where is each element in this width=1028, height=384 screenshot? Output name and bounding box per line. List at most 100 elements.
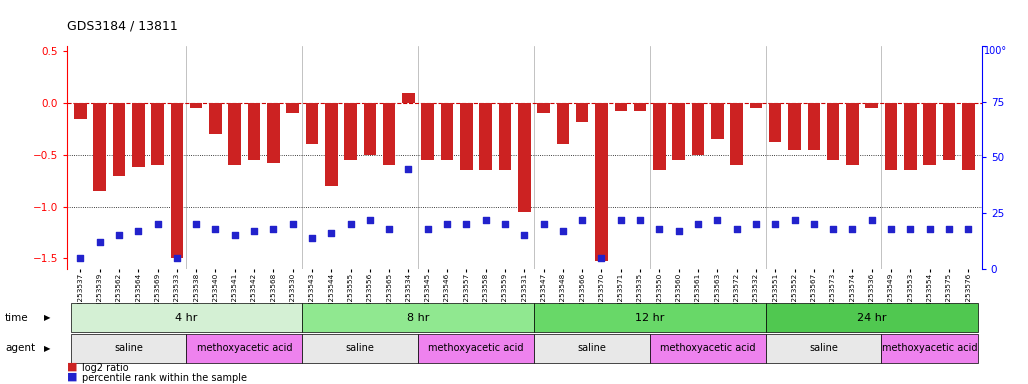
- Bar: [113, 103, 125, 175]
- Point: [111, 232, 127, 238]
- Bar: [749, 103, 762, 108]
- Point: [864, 217, 880, 223]
- Bar: [634, 103, 647, 111]
- Point: [400, 166, 416, 172]
- Point: [458, 221, 475, 227]
- Bar: [151, 103, 163, 165]
- Bar: [344, 103, 357, 160]
- Bar: [881, 334, 978, 363]
- Text: percentile rank within the sample: percentile rank within the sample: [82, 373, 248, 383]
- Bar: [267, 103, 280, 163]
- Bar: [534, 334, 650, 363]
- Bar: [827, 103, 840, 160]
- Bar: [766, 303, 978, 332]
- Point: [960, 226, 977, 232]
- Point: [903, 226, 919, 232]
- Bar: [808, 103, 820, 150]
- Bar: [302, 334, 418, 363]
- Bar: [672, 103, 685, 160]
- Point: [690, 221, 706, 227]
- Bar: [382, 103, 396, 165]
- Point: [477, 217, 493, 223]
- Bar: [302, 303, 534, 332]
- Point: [574, 217, 590, 223]
- Point: [806, 221, 822, 227]
- Text: ▶: ▶: [44, 344, 50, 353]
- Bar: [421, 103, 434, 160]
- Bar: [904, 103, 917, 170]
- Text: log2 ratio: log2 ratio: [82, 363, 128, 373]
- Bar: [71, 334, 186, 363]
- Bar: [534, 303, 766, 332]
- Bar: [441, 103, 453, 160]
- Point: [632, 217, 649, 223]
- Bar: [325, 103, 337, 186]
- Bar: [866, 103, 878, 108]
- Bar: [479, 103, 492, 170]
- Text: 100°: 100°: [984, 46, 1006, 56]
- Text: ■: ■: [67, 371, 77, 381]
- Text: ▶: ▶: [44, 313, 50, 322]
- Bar: [190, 103, 203, 108]
- Text: saline: saline: [345, 343, 374, 354]
- Point: [767, 221, 783, 227]
- Point: [941, 226, 957, 232]
- Point: [709, 217, 726, 223]
- Bar: [650, 334, 766, 363]
- Bar: [132, 103, 145, 167]
- Text: agent: agent: [5, 343, 35, 354]
- Point: [593, 255, 610, 261]
- Point: [323, 230, 339, 236]
- Point: [362, 217, 378, 223]
- Point: [226, 232, 243, 238]
- Point: [149, 221, 166, 227]
- Bar: [209, 103, 222, 134]
- Bar: [518, 103, 530, 212]
- Point: [381, 226, 398, 232]
- Point: [844, 226, 860, 232]
- Point: [536, 221, 552, 227]
- Point: [613, 217, 629, 223]
- Point: [246, 228, 262, 234]
- Bar: [576, 103, 588, 122]
- Bar: [94, 103, 106, 191]
- Point: [265, 226, 282, 232]
- Point: [342, 221, 359, 227]
- Point: [747, 221, 764, 227]
- Point: [786, 217, 803, 223]
- Point: [130, 228, 146, 234]
- Text: 4 hr: 4 hr: [176, 313, 197, 323]
- Bar: [885, 103, 897, 170]
- Text: 24 hr: 24 hr: [857, 313, 886, 323]
- Bar: [248, 103, 260, 160]
- Bar: [766, 334, 881, 363]
- Bar: [305, 103, 319, 144]
- Bar: [692, 103, 704, 155]
- Bar: [556, 103, 570, 144]
- Text: methoxyacetic acid: methoxyacetic acid: [882, 343, 978, 354]
- Point: [921, 226, 938, 232]
- Bar: [943, 103, 955, 160]
- Text: ■: ■: [67, 361, 77, 371]
- Point: [516, 232, 533, 238]
- Point: [439, 221, 455, 227]
- Point: [188, 221, 205, 227]
- Bar: [418, 334, 534, 363]
- Text: methoxyacetic acid: methoxyacetic acid: [660, 343, 756, 354]
- Point: [285, 221, 301, 227]
- Bar: [615, 103, 627, 111]
- Point: [729, 226, 745, 232]
- Text: methoxyacetic acid: methoxyacetic acid: [429, 343, 524, 354]
- Text: 12 hr: 12 hr: [635, 313, 664, 323]
- Point: [651, 226, 667, 232]
- Text: saline: saline: [578, 343, 607, 354]
- Bar: [186, 334, 302, 363]
- Point: [208, 226, 224, 232]
- Point: [169, 255, 185, 261]
- Point: [72, 255, 88, 261]
- Bar: [711, 103, 724, 139]
- Bar: [788, 103, 801, 150]
- Bar: [402, 93, 414, 103]
- Text: 8 hr: 8 hr: [407, 313, 430, 323]
- Bar: [71, 303, 302, 332]
